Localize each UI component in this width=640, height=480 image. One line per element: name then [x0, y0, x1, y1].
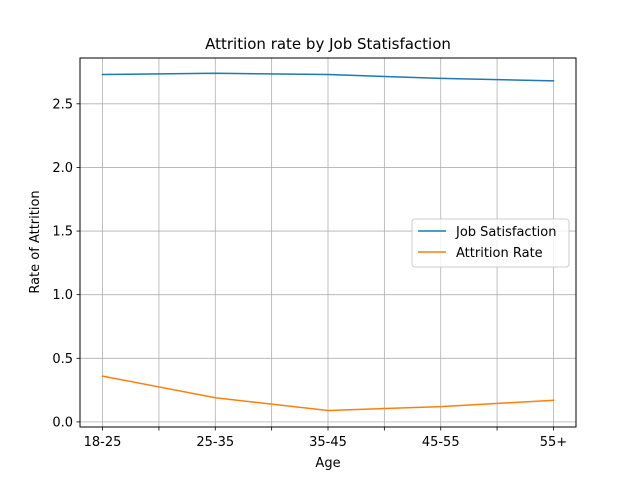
y-tick-label-5: 2.5: [52, 97, 73, 112]
legend-label-attrition-rate: Attrition Rate: [456, 246, 543, 261]
y-axis-label: Rate of Attrition: [28, 190, 43, 293]
x-tick-label-2: 35-45: [309, 435, 347, 450]
x-axis-ticks: 18-25 25-35 35-45 45-55 55+: [84, 427, 567, 450]
y-tick-label-3: 1.5: [52, 225, 73, 240]
y-tick-label-2: 1.0: [52, 288, 73, 303]
x-tick-label-0: 18-25: [84, 435, 122, 450]
series-line-job-satisfaction: [101, 72, 555, 82]
chart-title: Attrition rate by Job Statisfaction: [205, 35, 451, 53]
y-tick-label-4: 2.0: [52, 161, 73, 176]
legend-box: [411, 218, 570, 268]
y-tick-label-0: 0.0: [52, 415, 73, 430]
legend-label-job-satisfaction: Job Satisfaction: [455, 225, 556, 240]
series-lines: [101, 72, 555, 412]
x-tick-label-1: 25-35: [196, 435, 234, 450]
y-axis-ticks: 0.0 0.5 1.0 1.5 2.0 2.5: [52, 97, 80, 430]
x-tick-label-3: 45-55: [422, 435, 460, 450]
x-axis-label: Age: [315, 456, 340, 471]
x-tick-label-4: 55+: [540, 435, 567, 450]
y-tick-label-1: 0.5: [52, 352, 73, 367]
grid-lines: [80, 58, 576, 427]
legend: Job Satisfaction Attrition Rate: [411, 218, 570, 268]
series-line-attrition-rate: [101, 375, 555, 412]
